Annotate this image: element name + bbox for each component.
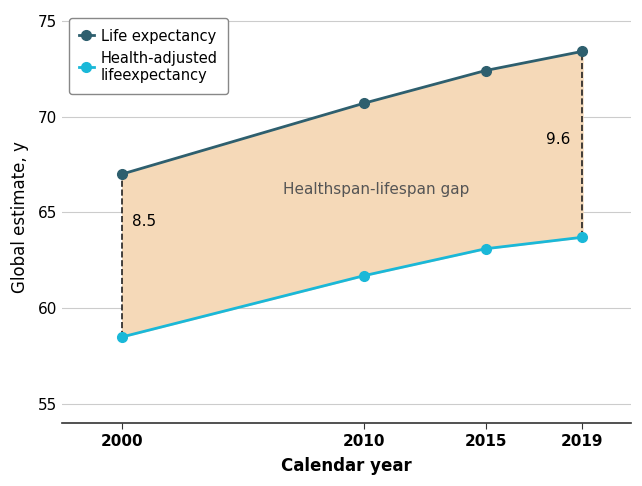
Life expectancy xyxy=(578,49,586,54)
Y-axis label: Global estimate, y: Global estimate, y xyxy=(11,141,29,293)
Life expectancy xyxy=(482,68,489,73)
Health-adjusted
lifeexpectancy xyxy=(482,246,489,252)
Health-adjusted
lifeexpectancy xyxy=(361,273,369,278)
Text: 9.6: 9.6 xyxy=(546,132,570,147)
Health-adjusted
lifeexpectancy xyxy=(118,334,126,340)
Life expectancy xyxy=(361,100,369,106)
Text: 8.5: 8.5 xyxy=(132,214,156,229)
Legend: Life expectancy, Health-adjusted
lifeexpectancy: Life expectancy, Health-adjusted lifeexp… xyxy=(69,18,229,93)
Life expectancy xyxy=(118,171,126,177)
X-axis label: Calendar year: Calendar year xyxy=(281,457,412,475)
Line: Life expectancy: Life expectancy xyxy=(117,47,587,179)
Text: Healthspan-lifespan gap: Healthspan-lifespan gap xyxy=(283,182,470,197)
Line: Health-adjusted
lifeexpectancy: Health-adjusted lifeexpectancy xyxy=(117,232,587,342)
Health-adjusted
lifeexpectancy xyxy=(578,234,586,240)
